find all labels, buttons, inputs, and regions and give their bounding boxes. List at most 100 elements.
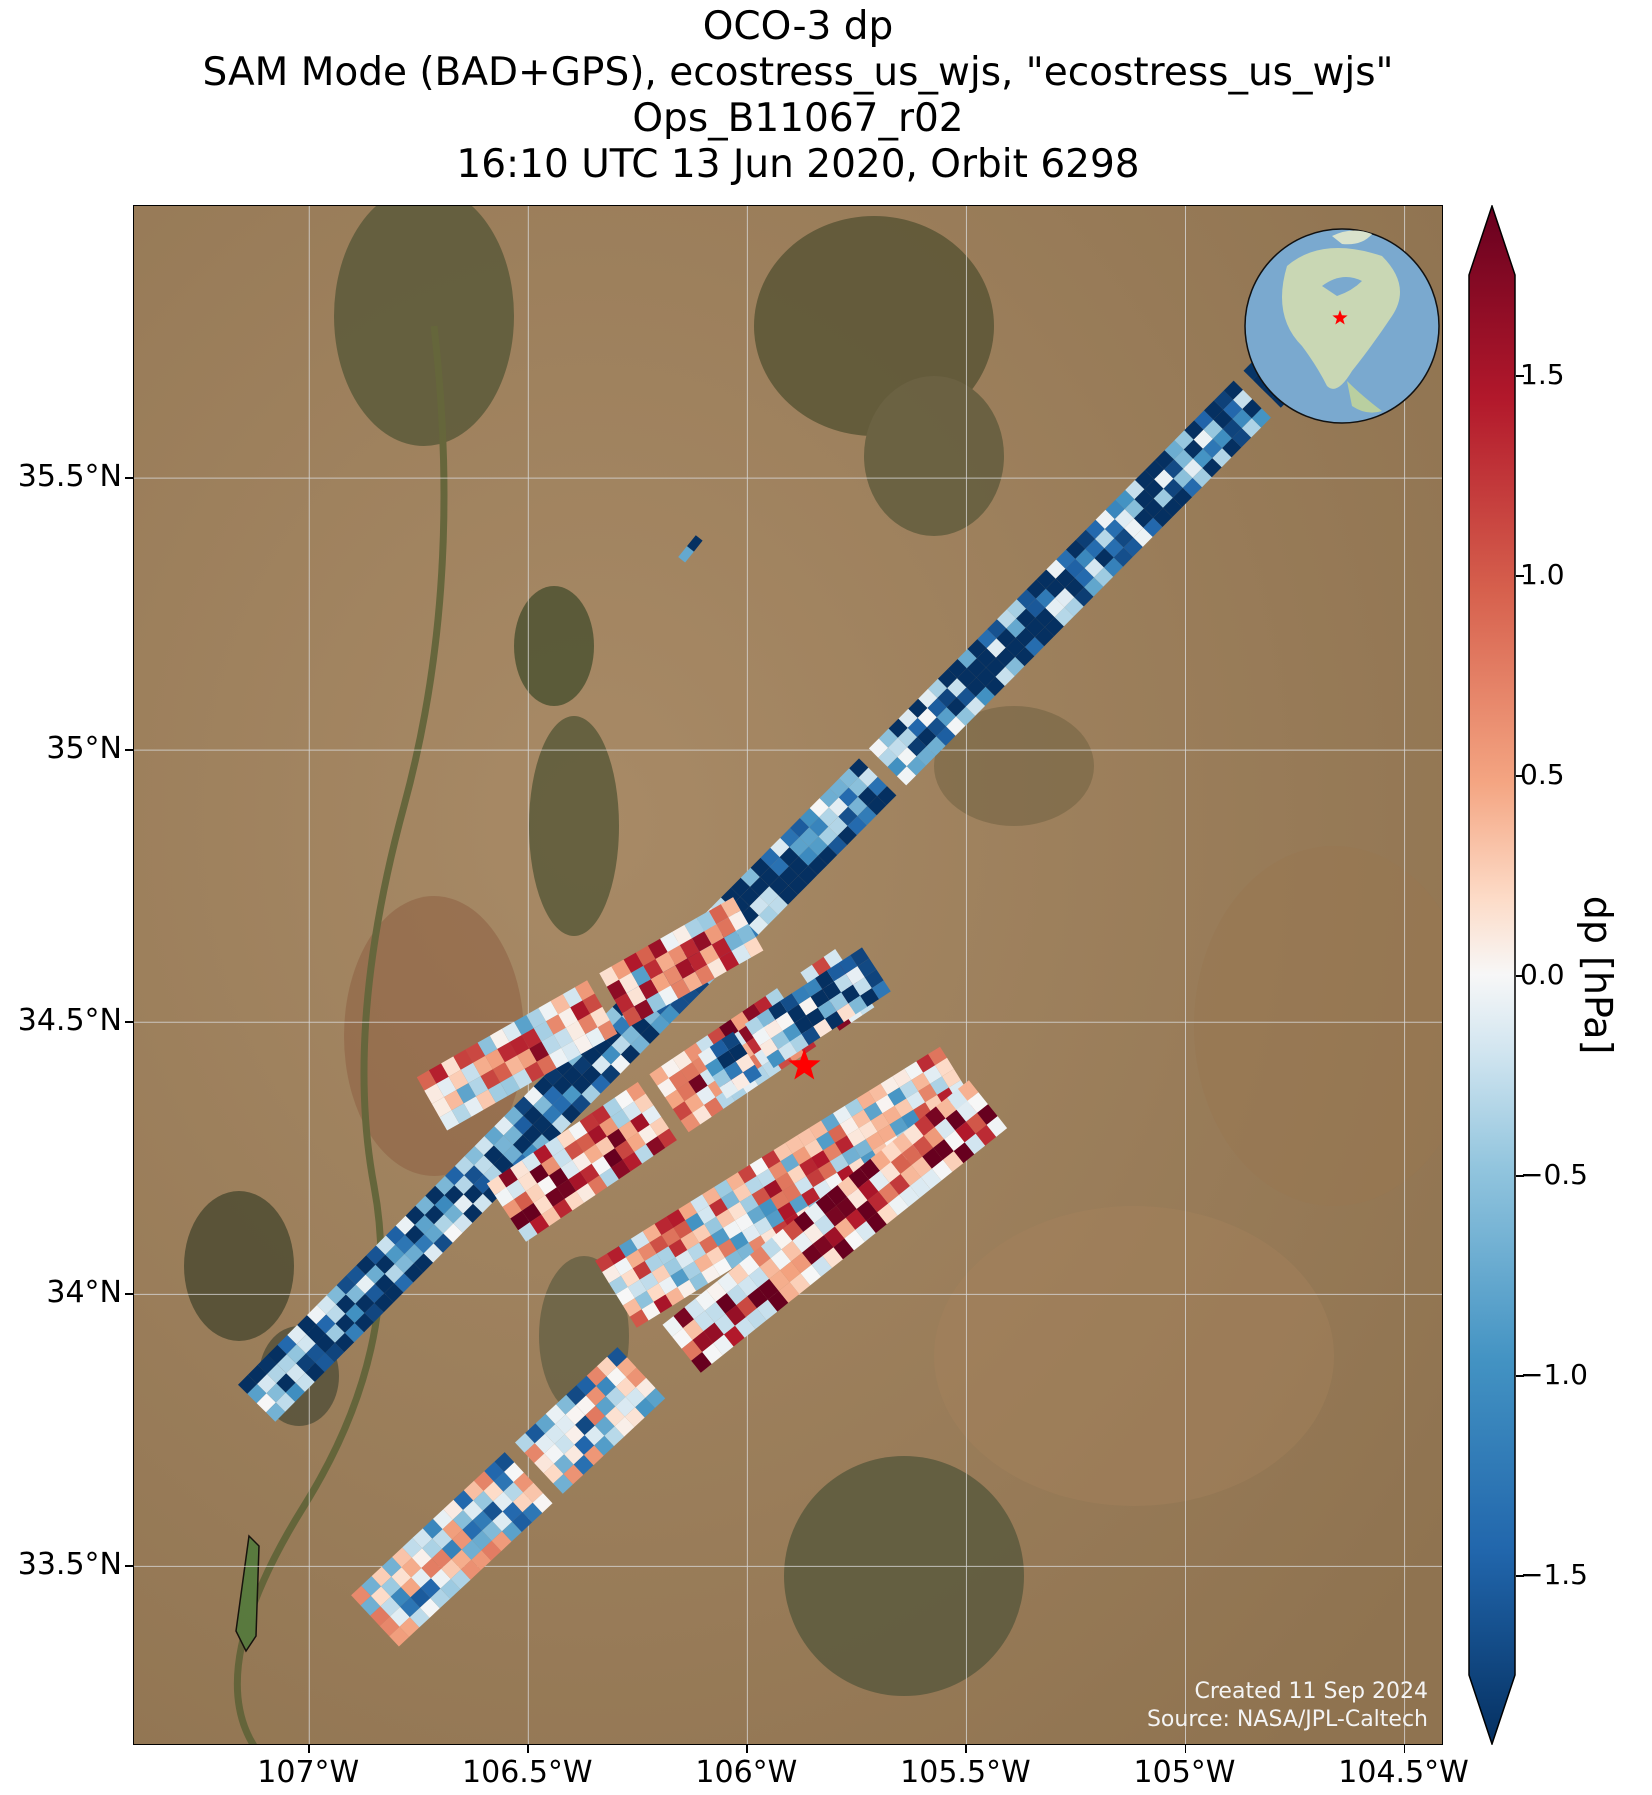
sounding-cell (721, 1190, 740, 1210)
sounding-cell (743, 1064, 762, 1084)
sounding-cell (480, 1069, 501, 1090)
sounding-cell (1085, 539, 1105, 559)
sounding-cell (692, 1331, 714, 1352)
sounding-cell (375, 1254, 395, 1274)
sounding-cell (1104, 538, 1124, 558)
sounding-cell (846, 1128, 866, 1147)
sounding-cell (523, 1482, 543, 1503)
sounding-cell (565, 1020, 586, 1041)
sounding-cell (601, 1045, 621, 1065)
sounding-cell (1084, 577, 1104, 597)
sounding-cell (858, 1120, 878, 1140)
sounding-cell (286, 1344, 306, 1364)
sounding-cell (564, 1191, 584, 1211)
sounding-cell (864, 969, 884, 989)
sounding-cell (413, 1253, 434, 1273)
sounding-cell (662, 1316, 683, 1337)
sounding-cell (837, 825, 857, 846)
swath (238, 350, 1301, 1422)
sounding-cell (707, 957, 727, 979)
sounding-cell (1054, 607, 1074, 627)
sounding-cell (622, 1152, 643, 1172)
sounding-cell (454, 1156, 475, 1176)
sounding-cell (517, 1171, 538, 1192)
sounding-cell (850, 947, 870, 967)
sounding-cell (443, 1499, 464, 1520)
sounding-cell (535, 1413, 556, 1434)
sounding-cell (504, 1462, 524, 1483)
sounding-cell (818, 845, 838, 865)
sounding-cell (758, 1198, 778, 1217)
sounding-cell (870, 1113, 890, 1132)
sounding-cell (451, 1103, 472, 1124)
sounding-cell (769, 857, 789, 877)
sounding-cell (266, 1402, 286, 1422)
sounding-cell (911, 1072, 931, 1092)
sounding-cell (510, 1160, 530, 1180)
sounding-cell (897, 727, 918, 748)
sounding-cell (777, 1202, 797, 1221)
sounding-cell (1174, 430, 1194, 450)
sounding-cell (897, 747, 917, 767)
sounding-cell (682, 1261, 702, 1280)
sounding-cell (670, 994, 690, 1015)
sounding-cell (374, 1293, 394, 1313)
sounding-cell (316, 1295, 337, 1315)
y-tick-label: 35.5°N (17, 459, 122, 495)
sounding-cell (514, 1014, 534, 1036)
sounding-cell (705, 1058, 724, 1077)
sounding-cell (750, 1246, 771, 1267)
sounding-cell (509, 1035, 530, 1056)
sounding-cell (745, 1308, 767, 1329)
sounding-cell (967, 1092, 988, 1113)
x-tick-mark (1184, 1745, 1186, 1753)
sounding-cell (572, 1075, 592, 1095)
sounding-cell (888, 718, 908, 738)
sounding-cell (549, 1047, 569, 1069)
sounding-cell (836, 1003, 856, 1023)
sounding-cell (583, 1445, 604, 1466)
sounding-cell (780, 1261, 801, 1283)
sounding-cell (454, 1175, 474, 1195)
sounding-cell (545, 1424, 565, 1444)
colorbar-tick-mark (1516, 575, 1524, 577)
colorbar-tick-mark (1516, 375, 1524, 377)
sounding-cell (1154, 450, 1174, 470)
sounding-cell (627, 1279, 647, 1299)
sounding-cell (493, 1491, 513, 1512)
sounding-cell (502, 1199, 522, 1219)
sounding-cell (1233, 389, 1253, 409)
sounding-cell (518, 1222, 538, 1242)
sounding-cell (770, 1249, 792, 1271)
sounding-cell (630, 1034, 650, 1054)
sounding-cell (779, 866, 799, 886)
sounding-cell (296, 1334, 316, 1354)
sounding-cell (1134, 489, 1154, 509)
sounding-cell (878, 728, 898, 748)
sounding-cell (743, 937, 764, 958)
sounding-cell (597, 1020, 618, 1041)
sounding-cell (474, 1136, 494, 1156)
sounding-cell (728, 910, 749, 931)
sounding-cell (336, 1275, 356, 1295)
sounding-cell (316, 1314, 336, 1334)
sounding-cell (838, 955, 858, 974)
sounding-cell (780, 828, 800, 848)
sounding-cell (622, 1298, 642, 1317)
sounding-cell (607, 1347, 627, 1367)
map-panel[interactable]: Created 11 Sep 2024 Source: NASA/JPL-Cal… (133, 205, 1443, 1745)
sounding-cell (463, 1096, 484, 1117)
sounding-cell (724, 1325, 745, 1347)
sounding-cell (809, 1120, 828, 1140)
sounding-cell (486, 1175, 507, 1196)
sounding-cell (504, 1055, 525, 1076)
sounding-cell (551, 1114, 572, 1134)
sounding-cell (851, 1109, 871, 1129)
colorbar-tick-label: −0.5 (1520, 1158, 1588, 1191)
sounding-cell (434, 1214, 454, 1234)
sounding-cell (986, 1116, 1008, 1137)
sounding-cell (595, 1396, 616, 1416)
sounding-cell (614, 1416, 635, 1437)
sounding-cell (848, 796, 868, 816)
sounding-cell (997, 609, 1017, 629)
